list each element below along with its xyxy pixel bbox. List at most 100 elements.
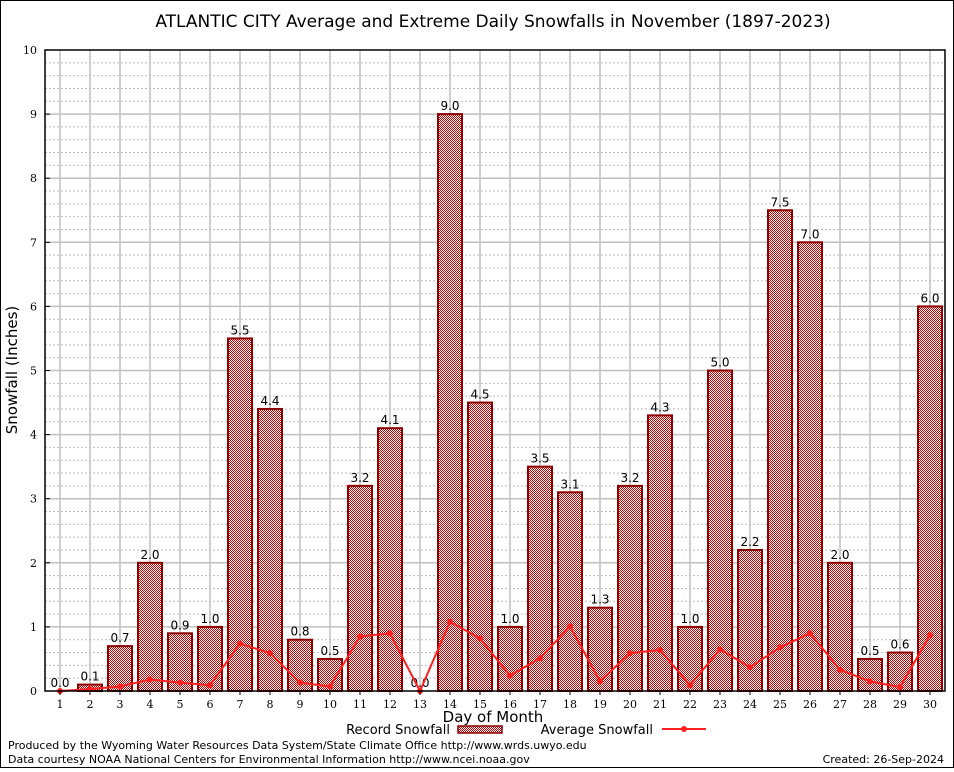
bar-value-label: 2.0 <box>140 548 159 562</box>
average-point <box>537 655 543 662</box>
y-axis-label: Snowfall (Inches) <box>3 306 21 434</box>
record-bar <box>587 606 613 692</box>
bar-value-label: 2.2 <box>740 535 759 549</box>
record-bar <box>797 241 823 693</box>
chart-title: ATLANTIC CITY Average and Extreme Daily … <box>155 12 830 32</box>
average-point <box>177 679 183 686</box>
record-bar <box>707 369 733 692</box>
x-tick-label: 13 <box>413 698 427 711</box>
bar-value-label: 0.9 <box>170 618 189 632</box>
x-tick-label: 23 <box>713 698 727 711</box>
legend-record-label: Record Snowfall <box>346 723 450 738</box>
bar-value-label: 5.0 <box>710 356 729 370</box>
bar-value-label: 7.0 <box>800 227 819 241</box>
bar-value-label: 3.5 <box>530 452 549 466</box>
footer-courtesy: Data courtesy NOAA National Centers for … <box>8 753 530 766</box>
bar-value-label: 4.5 <box>470 388 489 402</box>
bar-value-label: 7.5 <box>770 195 789 209</box>
y-tick-label: 0 <box>30 685 37 698</box>
average-point <box>927 632 933 639</box>
y-tick-label: 10 <box>23 44 37 57</box>
x-tick-label: 6 <box>207 698 214 711</box>
bar-value-label: 2.0 <box>830 548 849 562</box>
average-point <box>237 640 243 647</box>
bar-value-label: 3.2 <box>620 471 639 485</box>
average-point <box>867 678 873 685</box>
bar-value-label: 4.1 <box>380 413 399 427</box>
bar-labels: 0.0 0.10.72.00.9 1.05.54.40.80.53.24.10.09… <box>50 99 939 690</box>
record-bar <box>857 657 883 693</box>
average-line <box>57 618 933 694</box>
record-bar <box>677 625 703 693</box>
record-bar <box>557 491 583 693</box>
x-tick-label: 7 <box>237 698 244 711</box>
record-bar <box>437 113 463 693</box>
average-point <box>657 646 663 653</box>
bar-value-label: 1.3 <box>590 593 609 607</box>
record-bar <box>767 209 793 692</box>
average-polyline <box>59 620 931 694</box>
x-tick-label: 22 <box>683 698 697 711</box>
record-bar <box>227 337 253 692</box>
bar-value-label: 4.4 <box>260 394 279 408</box>
x-tick-label: 3 <box>117 698 124 711</box>
y-tick-label: 3 <box>30 493 37 506</box>
average-point <box>807 630 813 637</box>
x-tick-label: 2 <box>87 698 94 711</box>
footer-created: Created: 26-Sep-2024 <box>823 753 944 766</box>
x-tick-label: 5 <box>177 698 184 711</box>
bar-value-label: 6.0 <box>920 291 939 305</box>
legend-record-swatch <box>457 725 503 734</box>
y-tick-label: 8 <box>30 172 37 185</box>
bar-value-label: 0.6 <box>890 638 909 652</box>
average-point <box>627 650 633 657</box>
x-tick-label: 25 <box>773 698 787 711</box>
average-point <box>477 635 483 642</box>
y-tick-label: 2 <box>30 557 37 570</box>
average-point <box>567 623 573 630</box>
average-point <box>207 682 213 689</box>
average-point <box>357 633 363 640</box>
x-tick-label: 16 <box>503 698 517 711</box>
average-point <box>747 664 753 671</box>
bar-value-label: 0.5 <box>320 644 339 658</box>
record-bar <box>527 465 553 692</box>
x-tick-label: 14 <box>443 698 457 711</box>
average-point <box>597 678 603 685</box>
legend-average-label: Average Snowfall <box>541 723 653 738</box>
legend: Record Snowfall Average Snowfall <box>346 723 706 738</box>
average-point <box>507 672 513 679</box>
y-tick-label: 1 <box>30 621 37 634</box>
x-tick-label: 15 <box>473 698 487 711</box>
record-bar <box>197 625 223 693</box>
average-point <box>147 676 153 683</box>
record-bar <box>617 484 643 692</box>
x-axis-label: Day of Month <box>443 708 544 726</box>
bar-value-label: 0.5 <box>860 644 879 658</box>
average-point <box>897 684 903 691</box>
x-tick-label: 8 <box>267 698 274 711</box>
bar-value-label: 1.0 <box>200 612 219 626</box>
x-tick-label: 26 <box>803 698 817 711</box>
bar-value-label: 0.1 <box>80 670 99 684</box>
x-tick-label: 30 <box>923 698 937 711</box>
average-point <box>687 682 693 689</box>
legend-average-marker <box>681 726 687 732</box>
y-tick-label: 9 <box>30 108 37 121</box>
y-tick-label: 5 <box>30 365 37 378</box>
x-tick-label: 11 <box>353 698 367 711</box>
average-point <box>837 666 843 673</box>
footer-produced-by: Produced by the Wyoming Water Resources … <box>8 739 587 752</box>
x-tick-label: 29 <box>893 698 907 711</box>
y-tick-label: 7 <box>30 236 37 249</box>
record-bar <box>257 407 283 692</box>
bar-value-label: 5.5 <box>230 323 249 337</box>
bar-value-label: 1.0 <box>500 612 519 626</box>
bar-value-label: 4.3 <box>650 400 669 414</box>
x-tick-label: 12 <box>383 698 397 711</box>
bar-value-label: 0.7 <box>110 631 129 645</box>
x-tick-label: 20 <box>623 698 637 711</box>
average-point <box>327 683 333 690</box>
